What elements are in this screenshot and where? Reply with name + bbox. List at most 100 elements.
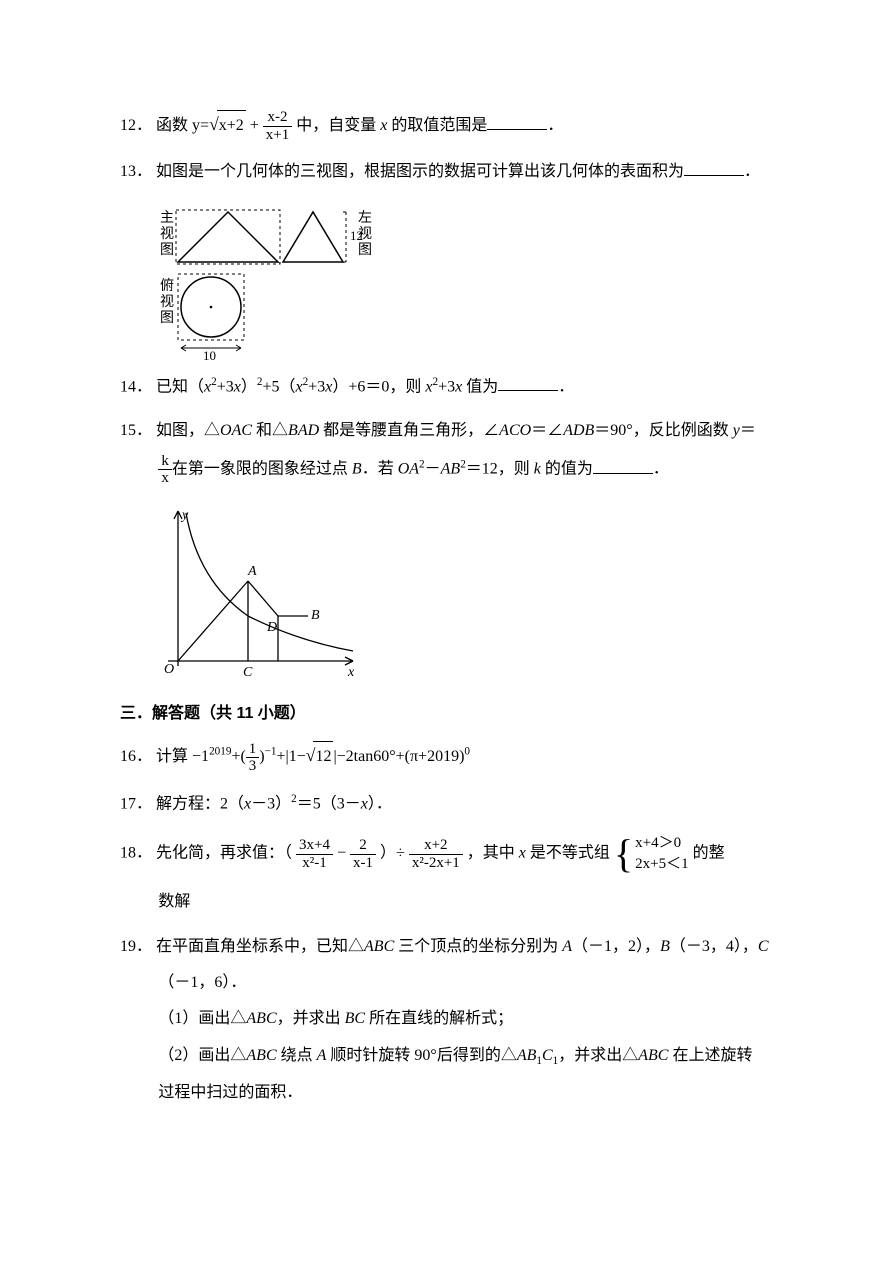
q18-line2: 数解: [120, 887, 782, 917]
q16-pre: 计算: [156, 748, 192, 765]
q13-label-main-2: 视: [160, 226, 174, 242]
q13-label-left-2: 视: [358, 226, 372, 242]
q19-C: C: [758, 938, 769, 955]
q14-e3c: +3: [438, 378, 455, 395]
q14-e2a: x: [296, 378, 303, 395]
q19-abc: ABC: [364, 938, 394, 955]
q19-p2b: 绕点: [277, 1047, 317, 1064]
q19-p2c: 顺时针旋转 90°后得到的△: [326, 1047, 516, 1064]
q18-number: 18．: [120, 845, 152, 862]
q15-oa: OA: [398, 461, 419, 478]
q15-l1a: 如图，△: [156, 422, 220, 439]
question-19: 19． 在平面直角坐标系中，已知△ABC 三个顶点的坐标分别为 A（－1，2），…: [120, 932, 782, 1109]
q19-A: A: [562, 938, 572, 955]
q15-period: ．: [653, 461, 669, 478]
q17-tail: ）．: [368, 795, 392, 812]
q18-f3d: x²-2x+1: [409, 854, 463, 872]
q14-mid1: ）: [241, 378, 257, 395]
q15-l2a: 在第一象限的图象经过点: [172, 461, 352, 478]
q16-p1: +(: [231, 748, 245, 765]
q15-l1e: ＝90°，反比例函数: [594, 422, 732, 439]
q18-rp: ）÷: [380, 845, 409, 862]
q14-e3a: x: [425, 378, 432, 395]
q18-b1: x+4＞0: [635, 835, 681, 851]
q15-fig-C: C: [243, 665, 253, 680]
q19-ab1a: AB: [517, 1047, 537, 1064]
q15-l1c: 都是等腰直角三角形，∠: [319, 422, 499, 439]
q19-part2: （2）画出△ABC 绕点 A 顺时针旋转 90°后得到的△AB1C1，并求出△A…: [120, 1041, 782, 1072]
q14-e1d: x: [234, 378, 241, 395]
q18-f1d: x²-1: [296, 854, 333, 872]
question-18: 18． 先化简，再求值：（ 3x+4x²-1 − 2x-1 ）÷ x+2x²-2…: [120, 833, 782, 917]
q15-l2b: ．若: [362, 461, 398, 478]
q19-p2abc: ABC: [246, 1047, 276, 1064]
q15-fig-y: y: [180, 508, 189, 523]
q12-period: ．: [547, 117, 563, 134]
q19-l1b: 三个顶点的坐标分别为: [394, 938, 562, 955]
q13-label-left-3: 图: [358, 243, 372, 258]
q19-p1a: （1）画出△: [158, 1010, 246, 1027]
q16-after: |−2tan60°+(π+2019): [333, 748, 464, 765]
q15-oac: OAC: [220, 422, 252, 439]
q14-blank[interactable]: [498, 374, 558, 391]
q18-minus: −: [337, 845, 350, 862]
q12-tail: 的取值范围是: [387, 117, 487, 134]
q19-Bc: （－3，4），: [670, 938, 758, 955]
q15-fnum: k: [158, 453, 172, 470]
q19-line2: （－1，6）．: [120, 968, 782, 998]
q13-text: 如图是一个几何体的三视图，根据图示的数据可计算出该几何体的表面积为: [156, 163, 684, 180]
q15-eq: ＝: [740, 422, 756, 439]
q17-m2: ＝5（3－: [297, 795, 361, 812]
q19-p2A: A: [317, 1047, 327, 1064]
q19-ab1c: C: [542, 1047, 553, 1064]
q13-blank[interactable]: [684, 159, 744, 176]
q12-blank[interactable]: [487, 113, 547, 130]
q16-expr: −12019+(13)−1+|1−√12|−2tan60°+(π+2019)0: [192, 748, 470, 765]
q18-mid2: 是不等式组: [526, 845, 614, 862]
q19-l1a: 在平面直角坐标系中，已知△: [156, 938, 364, 955]
q18-mid: ，其中: [467, 845, 519, 862]
question-17: 17． 解方程：2（x－3）2＝5（3－x）．: [120, 789, 782, 820]
q19-Ac: （－1，2），: [572, 938, 660, 955]
q19-BC: BC: [345, 1010, 365, 1027]
question-14: 14． 已知（x2+3x）2+5（x2+3x）+6＝0，则 x2+3x 值为．: [120, 372, 782, 403]
q15-fig-O: O: [164, 662, 174, 677]
q16-exp1: 2019: [209, 746, 231, 758]
q13-label-main-3: 图: [160, 243, 174, 258]
q12-mid: 中，自变量: [296, 117, 380, 134]
q18-f3n: x+2: [409, 837, 463, 854]
q15-blank[interactable]: [593, 457, 653, 474]
q19-p1abc: ABC: [246, 1010, 276, 1027]
q15-fig-A: A: [247, 564, 257, 579]
q19-number: 19．: [120, 938, 152, 955]
q18-b2: 2x+5＜1: [635, 856, 688, 872]
q15-figure: O C D A B x y: [148, 501, 368, 681]
q12-number: 12．: [120, 117, 152, 134]
q19-p2d: ，并求出△: [558, 1047, 638, 1064]
question-12: 12． 函数 y=√x+2 + x-2x+1 中，自变量 x 的取值范围是．: [120, 108, 782, 143]
q12-plus: +: [246, 117, 263, 134]
question-16: 16． 计算 −12019+(13)−1+|1−√12|−2tan60°+(π+…: [120, 739, 782, 774]
q19-p2-line2: 过程中扫过的面积．: [120, 1078, 782, 1108]
q15-bad: BAD: [288, 422, 319, 439]
q18-f1n: 3x+4: [296, 837, 333, 854]
q18-f2d: x-1: [350, 854, 376, 872]
q15-aco: ACO: [499, 422, 531, 439]
q15-B: B: [352, 461, 362, 478]
q19-p2e: 在上述旋转: [668, 1047, 752, 1064]
q15-l2c: ＝12，则: [466, 461, 534, 478]
q16-fd: 3: [246, 757, 260, 775]
q13-label-left-1: 左: [358, 210, 372, 226]
question-15: 15． 如图，△OAC 和△BAD 都是等腰直角三角形，∠ACO＝∠ADB＝90…: [120, 416, 782, 486]
q13-number: 13．: [120, 163, 152, 180]
q14-tail: 值为: [462, 378, 498, 395]
q18-pre: 先化简，再求值：（: [156, 845, 292, 862]
q16-sqrt: 12: [313, 741, 333, 772]
q15-ab: AB: [441, 461, 461, 478]
q18-brace: { x+4＞0 2x+5＜1: [614, 833, 689, 875]
q15-number: 15．: [120, 422, 152, 439]
q17-x2: x: [361, 795, 368, 812]
q16-p2: +|1−: [277, 748, 306, 765]
q19-p2abc2: ABC: [638, 1047, 668, 1064]
q15-l2d: 的值为: [541, 461, 593, 478]
